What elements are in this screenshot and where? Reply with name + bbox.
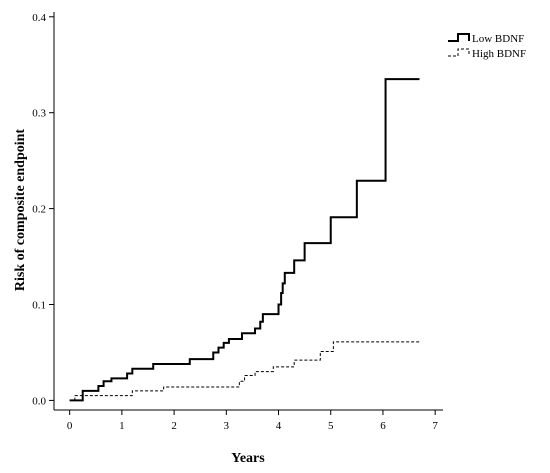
legend-label-high-bdnf: High BDNF [472, 48, 526, 60]
x-tick-label: 0 [67, 420, 73, 432]
y-tick-label: 0.1 [32, 300, 46, 312]
x-axis-title: Years [231, 451, 265, 466]
y-tick-label: 0.4 [32, 12, 46, 24]
series-line-high-bdnf [69, 341, 420, 401]
x-tick-label: 7 [432, 420, 438, 432]
legend-swatch-high-bdnf [448, 48, 470, 57]
x-tick-label: 3 [224, 420, 230, 432]
x-tick-label: 5 [328, 420, 334, 432]
x-tick-label: 2 [171, 420, 177, 432]
series-line-low-bdnf [69, 78, 420, 402]
legend-swatch-low-bdnf [448, 33, 470, 42]
x-ticks: 0 1 2 3 4 5 6 7 [67, 410, 438, 432]
y-ticks: 0.0 0.1 0.2 0.3 0.4 [32, 12, 54, 407]
axes [53, 12, 443, 411]
y-tick-label: 0.0 [32, 395, 46, 407]
legend: Low BDNF High BDNF [448, 33, 526, 60]
legend-item-low-bdnf: Low BDNF [448, 33, 524, 45]
x-tick-label: 6 [380, 420, 386, 432]
y-axis-title: Risk of composite endpoint [13, 129, 28, 292]
legend-item-high-bdnf: High BDNF [448, 48, 526, 60]
y-tick-label: 0.3 [32, 108, 46, 120]
x-tick-label: 4 [276, 420, 282, 432]
y-tick-label: 0.2 [32, 204, 46, 216]
x-tick-label: 1 [119, 420, 125, 432]
series-layer [69, 78, 420, 402]
legend-label-low-bdnf: Low BDNF [472, 33, 524, 45]
